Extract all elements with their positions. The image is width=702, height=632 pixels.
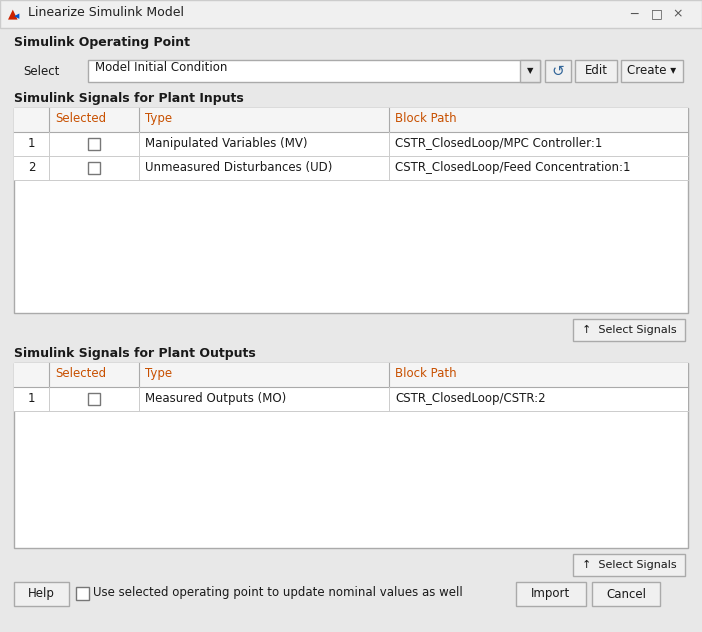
Text: ×: × [673, 8, 683, 20]
Bar [573, 554, 685, 576]
Text: ▲: ▲ [8, 8, 18, 20]
Bar [88, 60, 540, 82]
Text: Simulink Signals for Plant Inputs: Simulink Signals for Plant Inputs [14, 92, 244, 105]
Text: Cancel: Cancel [606, 588, 646, 600]
Bar [592, 582, 660, 606]
Text: Block Path: Block Path [395, 367, 456, 380]
Bar [88, 138, 100, 150]
Text: Model Initial Condition: Model Initial Condition [95, 61, 227, 74]
Text: □: □ [651, 8, 663, 20]
Text: Help: Help [28, 588, 55, 600]
Text: Import: Import [531, 588, 571, 600]
Text: ◀: ◀ [14, 13, 20, 19]
Text: ▼: ▼ [526, 66, 534, 75]
Bar [14, 363, 688, 548]
Bar [14, 387, 688, 411]
Bar [14, 108, 688, 313]
Text: Block Path: Block Path [395, 112, 456, 125]
Bar [621, 60, 683, 82]
Text: 2: 2 [28, 161, 35, 174]
Text: Type: Type [145, 112, 172, 125]
Text: Use selected operating point to update nominal values as well: Use selected operating point to update n… [93, 586, 463, 599]
Text: Edit: Edit [585, 64, 607, 78]
Text: CSTR_ClosedLoop/MPC Controller:1: CSTR_ClosedLoop/MPC Controller:1 [395, 137, 602, 150]
Bar [14, 108, 688, 132]
Bar [575, 60, 617, 82]
Text: ↑  Select Signals: ↑ Select Signals [582, 325, 676, 335]
Bar [516, 582, 586, 606]
Text: Manipulated Variables (MV): Manipulated Variables (MV) [145, 137, 307, 150]
Text: CSTR_ClosedLoop/CSTR:2: CSTR_ClosedLoop/CSTR:2 [395, 392, 545, 405]
Bar [88, 162, 100, 174]
Bar [573, 319, 685, 341]
Text: Create ▾: Create ▾ [628, 64, 677, 78]
Text: Type: Type [145, 367, 172, 380]
Bar [76, 587, 89, 600]
Text: Selected: Selected [55, 367, 106, 380]
Bar [0, 0, 702, 28]
Text: 1: 1 [28, 392, 35, 405]
Text: Measured Outputs (MO): Measured Outputs (MO) [145, 392, 286, 405]
Text: Selected: Selected [55, 112, 106, 125]
Bar [14, 156, 688, 180]
Text: Unmeasured Disturbances (UD): Unmeasured Disturbances (UD) [145, 161, 332, 174]
Text: CSTR_ClosedLoop/Feed Concentration:1: CSTR_ClosedLoop/Feed Concentration:1 [395, 161, 630, 174]
Bar [88, 393, 100, 405]
Bar [14, 132, 688, 156]
Text: Linearize Simulink Model: Linearize Simulink Model [28, 6, 184, 19]
Bar [14, 363, 688, 387]
Text: ↺: ↺ [552, 63, 564, 78]
Text: ↑  Select Signals: ↑ Select Signals [582, 560, 676, 570]
Text: ─: ─ [630, 8, 637, 20]
Text: Select: Select [23, 65, 60, 78]
Text: 1: 1 [28, 137, 35, 150]
Bar [520, 60, 540, 82]
Bar [14, 582, 69, 606]
Text: Simulink Signals for Plant Outputs: Simulink Signals for Plant Outputs [14, 347, 256, 360]
Bar [545, 60, 571, 82]
Text: Simulink Operating Point: Simulink Operating Point [14, 36, 190, 49]
